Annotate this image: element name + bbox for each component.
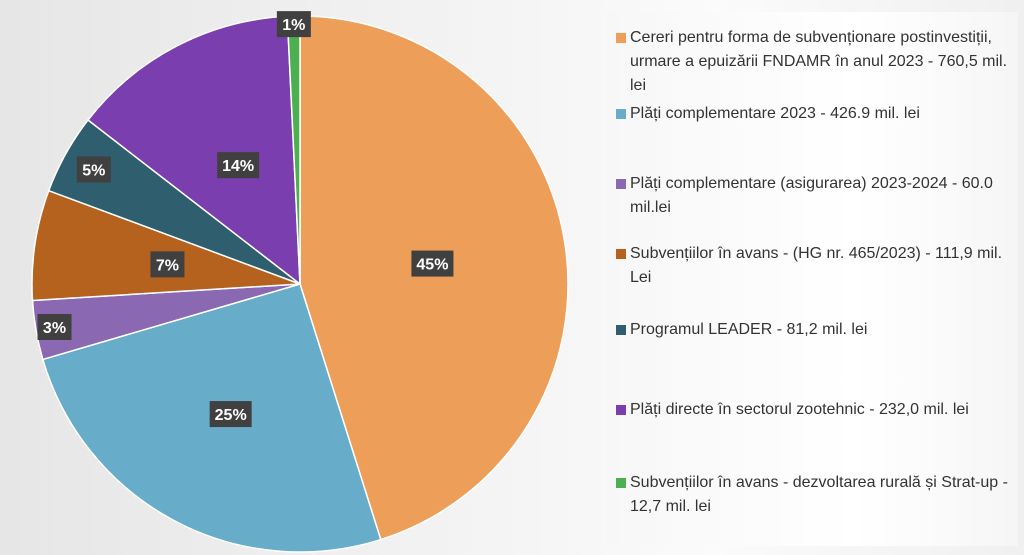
legend-label: Subvențiilor în avans - (HG nr. 465/2023… xyxy=(630,245,1003,286)
data-label-text: 25% xyxy=(215,407,247,424)
legend-swatch xyxy=(616,405,626,415)
data-label-box xyxy=(37,313,72,340)
pie-slice xyxy=(31,189,301,302)
legend-label: Plăți directe în sectorul zootehnic - 23… xyxy=(630,401,969,418)
data-label-box xyxy=(411,250,454,277)
data-label-box xyxy=(150,251,185,278)
data-label: 3% xyxy=(37,313,72,340)
legend-swatch xyxy=(616,325,626,335)
legend-label: Plăți complementare (asigurarea) 2023-20… xyxy=(630,175,993,216)
legend-label: Programul LEADER - 81,2 mil. lei xyxy=(630,321,868,338)
legend-swatch xyxy=(616,109,626,119)
data-label: 1% xyxy=(276,11,311,38)
legend-item: Programul LEADER - 81,2 mil. lei xyxy=(616,318,1016,342)
data-label-text: 7% xyxy=(156,257,179,274)
pie-slice xyxy=(86,15,301,286)
pie-slice xyxy=(299,15,569,541)
data-label: 5% xyxy=(76,156,111,183)
legend-label: Cereri pentru forma de subvenționare pos… xyxy=(630,29,1008,94)
legend-swatch xyxy=(616,249,626,259)
data-label-box xyxy=(76,156,111,183)
legend-item: Plăți complementare (asigurarea) 2023-20… xyxy=(616,172,1016,220)
data-label-text: 3% xyxy=(43,320,66,337)
data-label-text: 1% xyxy=(282,17,305,34)
pie-chart: 45% 25% 3% 7% 5% 14% 1% xyxy=(31,11,569,553)
data-label: 25% xyxy=(209,401,252,428)
legend-item: Plăți directe în sectorul zootehnic - 23… xyxy=(616,398,1016,422)
data-label-box xyxy=(276,11,311,38)
data-label-text: 14% xyxy=(222,158,254,175)
data-label-text: 45% xyxy=(416,257,448,274)
legend-item: Subvențiilor în avans - (HG nr. 465/2023… xyxy=(616,242,1016,290)
legend-item: Plăți complementare 2023 - 426.9 mil. le… xyxy=(616,102,1016,126)
data-label: 7% xyxy=(150,251,185,278)
legend-label: Subvențiilor în avans - dezvoltarea rura… xyxy=(630,474,1008,515)
legend-label: Plăți complementare 2023 - 426.9 mil. le… xyxy=(630,105,920,122)
legend-swatch xyxy=(616,478,626,488)
legend-swatch xyxy=(616,179,626,189)
legend-swatch xyxy=(616,33,626,43)
data-label: 45% xyxy=(411,250,454,277)
data-label-box xyxy=(217,152,260,179)
legend-item: Subvențiilor în avans - dezvoltarea rura… xyxy=(616,471,1016,519)
data-label: 14% xyxy=(217,152,260,179)
data-label-box xyxy=(209,401,252,428)
data-label-text: 5% xyxy=(82,162,105,179)
legend: Cereri pentru forma de subvenționare pos… xyxy=(606,12,1018,546)
legend-item: Cereri pentru forma de subvenționare pos… xyxy=(616,26,1016,98)
